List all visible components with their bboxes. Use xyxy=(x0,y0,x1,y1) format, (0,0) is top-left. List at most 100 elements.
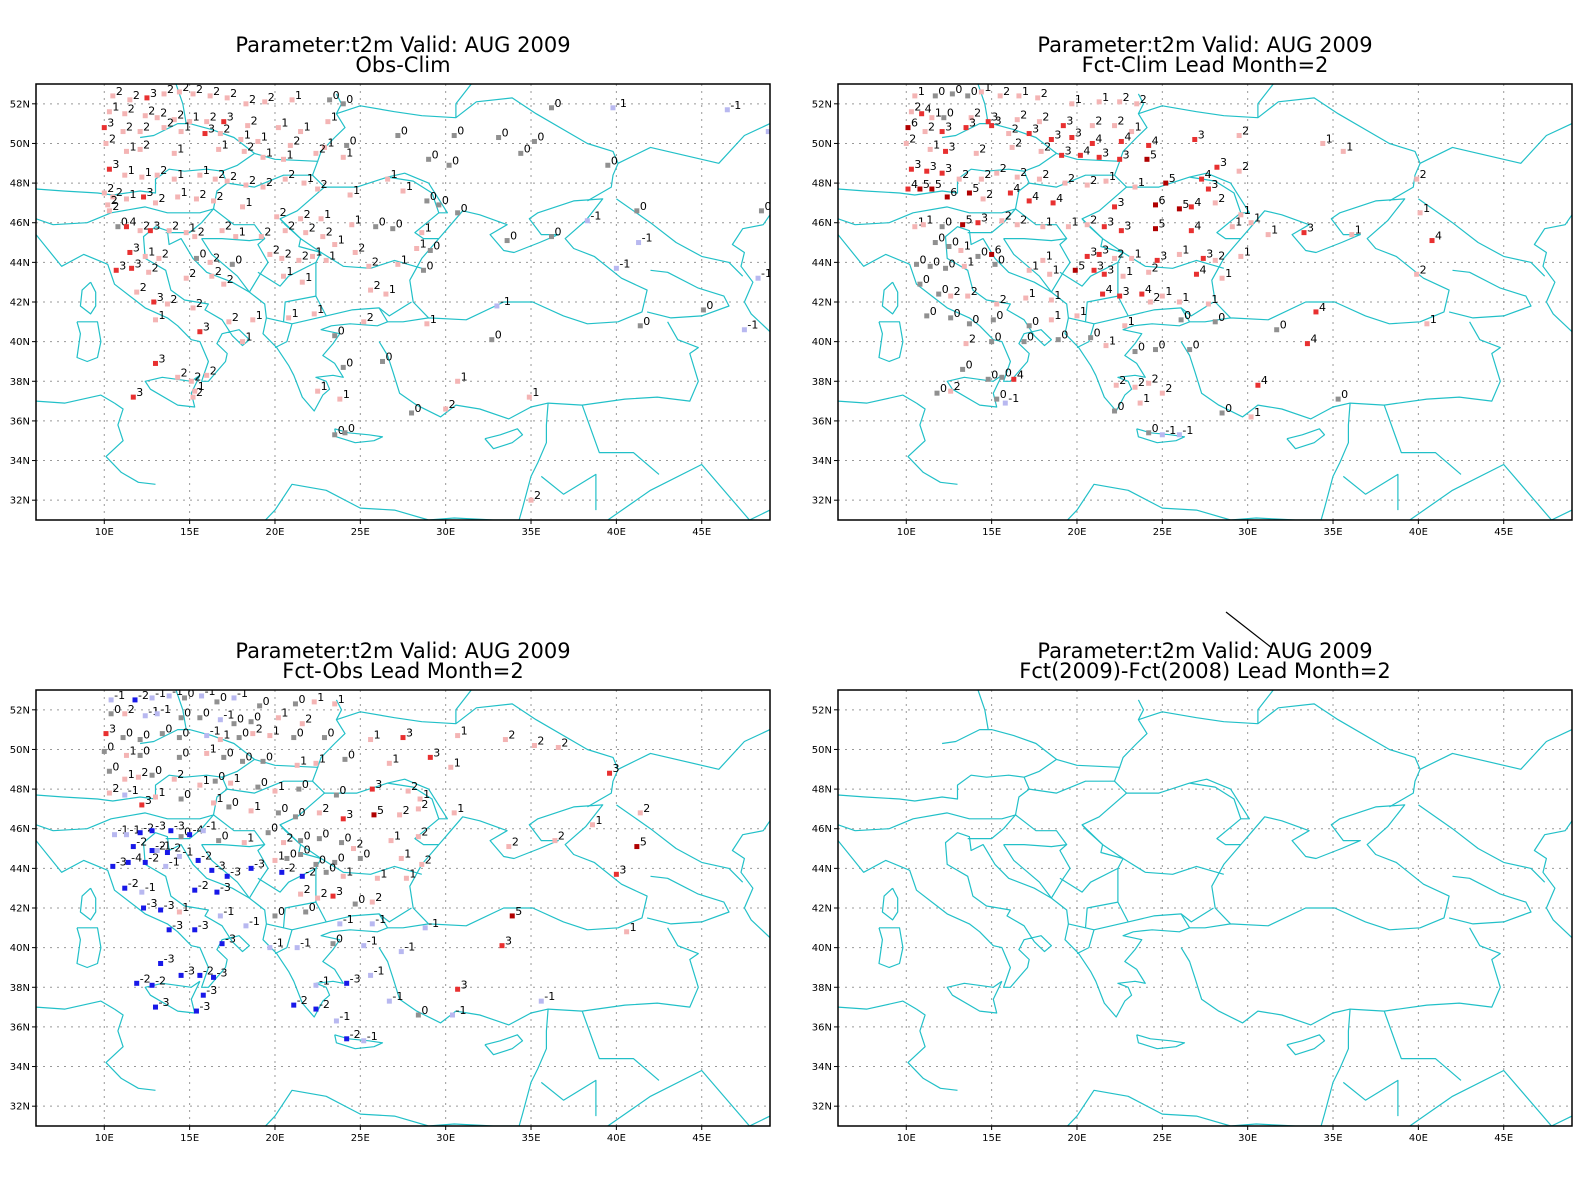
station-value: 0 xyxy=(940,382,947,395)
station-square xyxy=(120,129,126,135)
station-square xyxy=(395,133,401,139)
station-marker: 1 xyxy=(211,792,224,806)
station-square xyxy=(137,830,143,836)
station-layer: 2 2 3 2 2 2 2 2 2 2 1 0 01 2 2 2 2 1 2 3 2 1 113 2 2 2 1 3 2 1 1 2 1 00 0 0… xyxy=(101,84,770,503)
station-value: 1 xyxy=(1326,132,1333,145)
station-marker: 1 xyxy=(260,146,273,160)
station-value: 0 xyxy=(1138,341,1145,354)
station-marker: 1 xyxy=(1265,224,1278,238)
station-square xyxy=(373,224,379,230)
coastline xyxy=(484,428,524,450)
station-square xyxy=(927,146,933,152)
station-value: 2 xyxy=(1218,249,1225,262)
coastline xyxy=(1286,428,1326,450)
station-square xyxy=(175,374,181,380)
station-square xyxy=(342,430,348,436)
station-value: -3 xyxy=(174,820,185,833)
station-square xyxy=(1014,174,1020,180)
station-value: 2 xyxy=(177,768,184,781)
station-square xyxy=(960,366,966,372)
coastline xyxy=(1342,1079,1399,1117)
station-value: 1 xyxy=(331,111,338,124)
station-square xyxy=(1014,117,1020,123)
station-marker: 1 xyxy=(139,166,152,180)
station-value: 3 xyxy=(1054,128,1061,141)
station-marker: 1 xyxy=(448,756,461,770)
station-square xyxy=(120,735,126,741)
station-value: 0 xyxy=(1027,331,1034,344)
station-value: 3 xyxy=(949,140,956,153)
station-marker: -1 xyxy=(123,824,140,838)
station-square xyxy=(212,176,218,182)
coastline xyxy=(1093,921,1129,931)
station-value: 2 xyxy=(1044,140,1051,153)
station-square xyxy=(195,857,201,863)
station-marker: 1 xyxy=(1248,212,1261,226)
coastline xyxy=(582,321,699,406)
station-marker: 4 xyxy=(1007,182,1020,196)
station-square xyxy=(197,972,203,978)
station-marker: 0 xyxy=(395,125,408,139)
station-square xyxy=(275,810,281,816)
station-square xyxy=(105,202,111,208)
station-marker: 0 xyxy=(229,253,242,267)
panel-subtitle: Fct-Clim Lead Month=2 xyxy=(1082,53,1329,77)
coastline xyxy=(946,980,1003,1014)
station-marker: 3 xyxy=(1101,216,1114,230)
station-value: 2 xyxy=(1118,247,1125,260)
station-value: 1 xyxy=(316,245,323,258)
coastline xyxy=(907,402,958,485)
panel-title: Parameter:t2m Valid: AUG 2009 xyxy=(235,33,570,57)
station-square xyxy=(332,432,338,438)
station-value: 0 xyxy=(495,329,502,342)
station-square xyxy=(724,107,730,113)
station-marker: 2 xyxy=(908,101,921,115)
station-value: -1 xyxy=(747,319,758,332)
station-square xyxy=(123,148,129,154)
station-value: 3 xyxy=(1107,216,1114,229)
station-value: -1 xyxy=(319,974,330,987)
coastline xyxy=(1533,820,1572,939)
station-value: 0 xyxy=(246,750,253,763)
station-marker: -3 xyxy=(209,859,226,873)
station-square xyxy=(755,275,761,281)
station-value: 0 xyxy=(242,727,249,740)
station-value: -1 xyxy=(456,1004,467,1017)
station-square xyxy=(275,125,281,131)
station-value: 2 xyxy=(962,168,969,181)
panel-subtitle: Fct-Obs Lead Month=2 xyxy=(282,659,523,683)
station-value: -3 xyxy=(147,897,158,910)
lat-tick-label: 44N xyxy=(812,864,832,875)
coastline xyxy=(36,198,648,412)
station-square xyxy=(985,119,991,125)
station-marker: 4 xyxy=(1199,168,1212,182)
station-marker: 3 xyxy=(1200,247,1213,261)
station-square xyxy=(1134,101,1140,107)
station-value: 2 xyxy=(213,85,220,98)
station-marker: 1 xyxy=(927,138,940,152)
station-square xyxy=(369,786,375,792)
station-square xyxy=(613,265,619,271)
station-value: 6 xyxy=(995,243,1002,256)
station-marker: 1 xyxy=(455,725,468,739)
station-marker: 2 xyxy=(1062,172,1075,186)
station-marker: 2 xyxy=(152,192,165,206)
station-value: 1 xyxy=(401,253,408,266)
station-value: 2 xyxy=(249,93,256,106)
station-value: 2 xyxy=(1090,174,1097,187)
lon-tick-label: 35E xyxy=(521,527,540,538)
station-value: 0 xyxy=(1094,327,1101,340)
station-marker: -1 xyxy=(538,990,555,1004)
station-marker: -1 xyxy=(294,937,311,951)
station-square xyxy=(1132,384,1138,390)
station-square xyxy=(211,198,217,204)
station-square xyxy=(1084,253,1090,259)
station-marker: 0 xyxy=(924,305,937,319)
station-value: 2 xyxy=(1119,374,1126,387)
station-square xyxy=(101,190,107,196)
station-square xyxy=(922,129,928,135)
station-marker: 3 xyxy=(607,762,620,776)
coastline xyxy=(140,728,256,778)
lon-tick-label: 40E xyxy=(1409,1133,1428,1144)
station-square xyxy=(130,394,136,400)
